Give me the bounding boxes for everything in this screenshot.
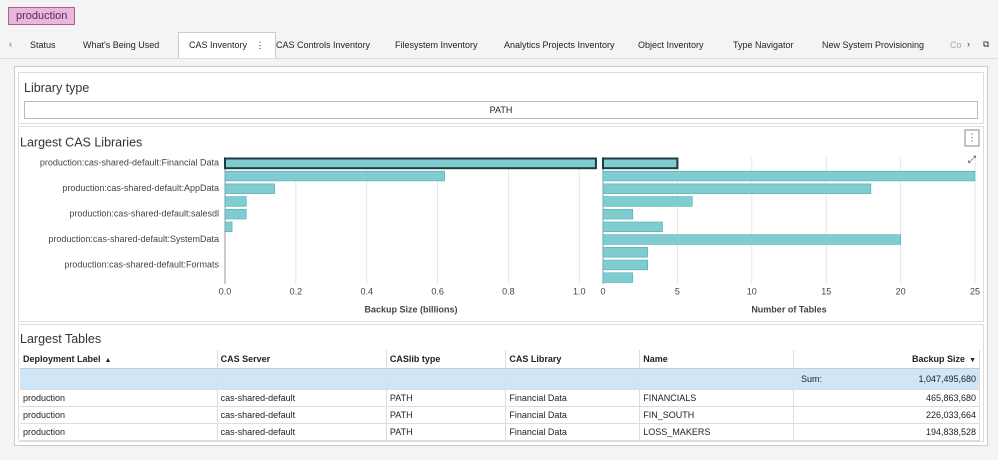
tab[interactable]: CAS Inventory ⋮	[178, 32, 276, 58]
cell: Financial Data	[505, 406, 641, 424]
column-header[interactable]: CASlib type	[386, 350, 507, 369]
environment-badge[interactable]: production	[8, 7, 76, 25]
x-tick-label: 0.4	[360, 286, 373, 296]
x-tick-label: 15	[821, 286, 831, 296]
bar	[602, 259, 648, 271]
tab[interactable]: Co	[950, 40, 962, 50]
bar	[224, 209, 247, 220]
cell: cas-shared-default	[217, 389, 387, 407]
bar	[602, 272, 634, 283]
x-tick-label: 0	[600, 286, 605, 296]
cell: cas-shared-default	[217, 406, 387, 424]
category-label: production:cas-shared-default:Financial …	[40, 158, 219, 168]
tab-bar: ‹ › ⧉ Status What's Being Used CAS Invento…	[0, 32, 998, 59]
cell: cas-shared-default	[217, 423, 387, 441]
column-header[interactable]: Backup Size ▼	[793, 350, 981, 369]
sum-cell: Sum: 1,047,495,680	[793, 368, 981, 390]
x-tick-label: 0.0	[219, 286, 232, 296]
cell: LOSS_MAKERS	[639, 423, 794, 441]
cell: 226,033,664	[793, 406, 981, 424]
x-tick-label: 1.0	[573, 286, 586, 296]
sum-label: Sum:	[800, 374, 822, 384]
table-row[interactable]: production cas-shared-default PATH Financia…	[20, 389, 981, 407]
tab[interactable]: Analytics Projects Inventory	[504, 40, 615, 50]
x-tick-label: 0.2	[290, 286, 303, 296]
bar	[602, 234, 901, 245]
cell: production	[20, 389, 218, 407]
chart-menu[interactable]	[964, 129, 980, 147]
x-axis-title: Number of Tables	[751, 304, 826, 314]
cell	[20, 368, 218, 390]
x-axis-title: Backup Size (billions)	[364, 304, 457, 314]
largest-tables: Deployment Label ▲ CAS Server CASlib type CA…	[20, 350, 981, 441]
cell: PATH	[386, 406, 507, 424]
category-label: production:cas-shared-default:Formats	[64, 259, 219, 269]
cell: FINANCIALS	[639, 389, 794, 407]
bar	[602, 196, 693, 207]
bar	[224, 157, 597, 170]
maximize-icon[interactable]: ⤢	[968, 155, 976, 166]
bar	[224, 221, 233, 232]
category-label: production:cas-shared-default:SystemData	[48, 234, 219, 244]
column-header[interactable]: Name	[639, 350, 794, 369]
table-row[interactable]: production cas-shared-default PATH Financia…	[20, 406, 981, 424]
tab[interactable]: New System Provisioning	[822, 40, 925, 50]
bar	[224, 183, 275, 194]
cell: 194,838,528	[793, 423, 981, 441]
bar	[602, 157, 679, 170]
column-header[interactable]: CAS Server	[217, 350, 387, 369]
cell: production	[20, 406, 218, 424]
category-label: production:cas-shared-default:AppData	[62, 183, 219, 193]
x-tick-label: 0.8	[502, 286, 515, 296]
cell	[217, 368, 387, 390]
x-tick-label: 20	[896, 286, 906, 296]
section-title: Library type	[24, 81, 90, 95]
sum-row: Sum: 1,047,495,680	[20, 368, 981, 390]
bar	[602, 221, 663, 232]
category-label: production:cas-shared-default:salesdl	[69, 209, 219, 219]
tab[interactable]: Object Inventory	[638, 40, 704, 50]
tab[interactable]: CAS Controls Inventory	[276, 40, 371, 50]
bar	[602, 183, 872, 194]
cell: 465,863,680	[793, 389, 981, 407]
x-tick-label: 10	[747, 286, 757, 296]
cell: Financial Data	[505, 423, 641, 441]
cell: PATH	[386, 389, 507, 407]
cell: PATH	[386, 423, 507, 441]
tab-menu[interactable]: ⧉	[983, 39, 990, 49]
library-type-section	[18, 72, 984, 124]
scroll-left[interactable]: ‹	[9, 39, 12, 49]
bar	[602, 209, 634, 220]
x-tick-label: 5	[675, 286, 680, 296]
section-title: Largest Tables	[20, 332, 102, 346]
cell: Financial Data	[505, 389, 641, 407]
cell	[505, 368, 641, 390]
tab[interactable]: Status	[30, 40, 56, 50]
cell: FIN_SOUTH	[639, 406, 794, 424]
bar	[224, 196, 247, 207]
column-header[interactable]: Deployment Label ▲	[20, 350, 218, 369]
tab[interactable]: What's Being Used	[83, 40, 160, 50]
cell	[639, 368, 794, 390]
bar	[602, 170, 976, 182]
cell: production	[20, 423, 218, 441]
library-type-filter[interactable]: PATH	[24, 101, 978, 119]
chart-title: Largest CAS Libraries	[20, 135, 142, 149]
scroll-right[interactable]: ›	[967, 39, 970, 49]
sum-value: 1,047,495,680	[918, 374, 976, 384]
tab[interactable]: Type Navigator	[733, 40, 794, 50]
column-header[interactable]: CAS Library	[505, 350, 641, 369]
bar	[224, 170, 445, 182]
tab[interactable]: Filesystem Inventory	[395, 40, 478, 50]
bar	[602, 247, 648, 258]
x-tick-label: 0.6	[431, 286, 444, 296]
chart-menu-icon: ⋮	[967, 133, 977, 144]
cell	[386, 368, 507, 390]
table-row[interactable]: production cas-shared-default PATH Financia…	[20, 423, 981, 441]
x-tick-label: 25	[970, 286, 980, 296]
